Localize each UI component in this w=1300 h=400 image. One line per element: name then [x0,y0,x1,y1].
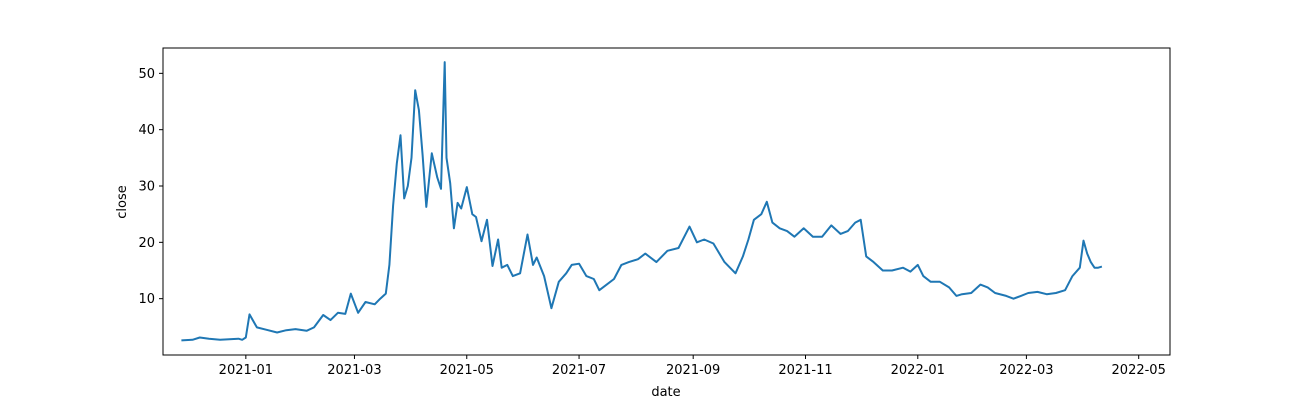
plot-area [163,48,1170,355]
x-tick-label: 2022-05 [1112,363,1166,378]
series-line-0 [181,61,1103,342]
series-layer [181,61,1103,342]
x-tick-label: 2021-09 [666,363,720,378]
x-tick-label: 2021-03 [327,363,381,378]
x-tick-label: 2021-01 [219,363,273,378]
y-tick-label: 20 [138,236,155,251]
x-tick-label: 2021-07 [552,363,606,378]
x-tick-label: 2021-05 [440,363,494,378]
y-tick-label: 30 [138,180,155,195]
y-tick-label: 10 [138,292,155,307]
x-axis: 2021-01 2021-03 2021-05 2021-07 2021-09 2021-… [219,355,1166,378]
x-tick-label: 2021-11 [778,363,832,378]
y-axis-label: close [115,185,130,218]
y-tick-label: 50 [138,67,155,82]
x-tick-label: 2022-01 [891,363,945,378]
x-tick-label: 2022-03 [999,363,1053,378]
plot-frame [162,47,1171,356]
y-axis: 10 20 30 40 50 [138,67,163,307]
y-tick-label: 40 [138,123,155,138]
x-axis-label: date [651,385,680,400]
